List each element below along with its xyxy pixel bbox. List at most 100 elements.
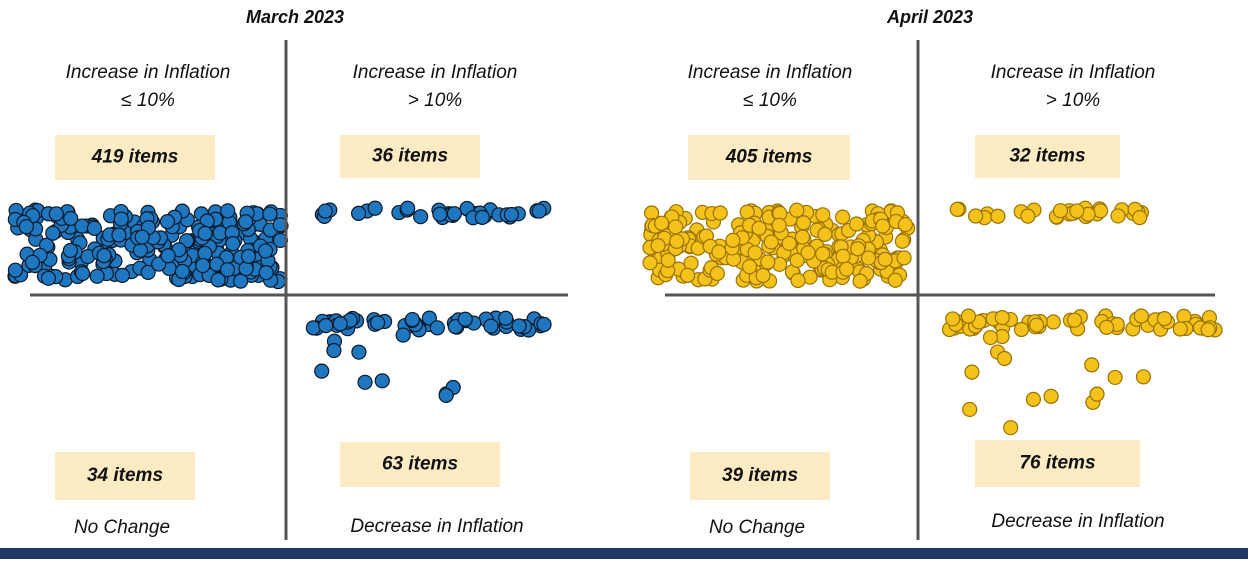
item-dot	[642, 255, 658, 271]
item-dot	[220, 203, 236, 219]
count-box	[975, 135, 1120, 178]
quadrant-label: Increase in Inflation	[688, 62, 853, 83]
item-dot	[140, 264, 156, 281]
item-dot	[747, 245, 763, 261]
item-dot	[503, 206, 519, 223]
item-dot	[1156, 310, 1173, 327]
count-label: 419 items	[91, 147, 179, 168]
item-dot	[332, 316, 348, 332]
quadrant-label: ≤ 10%	[121, 90, 175, 111]
item-dot	[75, 265, 91, 282]
item-dot	[894, 233, 911, 249]
item-dot	[795, 215, 812, 231]
count-box	[340, 135, 480, 178]
item-dot	[850, 241, 866, 257]
item-dot	[763, 234, 779, 250]
count-label: 36 items	[372, 146, 448, 167]
item-dot	[968, 208, 984, 224]
item-dot	[1110, 208, 1126, 224]
item-dot	[351, 344, 367, 360]
item-dot	[852, 273, 868, 289]
item-dot	[429, 320, 445, 336]
item-dot	[755, 267, 771, 284]
item-dot	[326, 342, 342, 359]
item-dot	[318, 318, 334, 334]
item-dot	[421, 310, 437, 326]
item-dot	[413, 209, 429, 225]
item-dot	[877, 251, 893, 268]
item-dot	[712, 205, 728, 221]
item-dot	[835, 248, 851, 264]
item-dot	[1066, 312, 1083, 328]
item-dot	[1052, 203, 1069, 219]
item-dot	[725, 232, 741, 248]
item-dot	[45, 225, 61, 241]
quadrant-label: Increase in Inflation	[991, 62, 1156, 83]
item-dot	[817, 226, 833, 242]
item-dot	[815, 246, 831, 262]
item-dot	[990, 208, 1006, 224]
item-dot	[789, 252, 805, 268]
item-dot	[1013, 321, 1030, 338]
item-dot	[679, 267, 696, 283]
item-dot	[711, 244, 727, 260]
quadrant-label: No Change	[74, 517, 170, 538]
item-dot	[771, 217, 787, 233]
item-dot	[18, 219, 34, 235]
item-dot	[240, 248, 257, 264]
item-dot	[395, 327, 411, 343]
item-dot	[96, 248, 112, 264]
item-dot	[1098, 319, 1115, 335]
item-dot	[238, 214, 254, 230]
item-dot	[1107, 369, 1123, 386]
item-dot	[262, 206, 278, 222]
item-dot	[351, 205, 367, 221]
item-dot	[531, 203, 547, 219]
item-dot	[669, 233, 685, 249]
count-box	[975, 440, 1140, 487]
item-dot	[875, 218, 891, 234]
item-dot	[860, 250, 877, 266]
item-dot	[709, 265, 725, 282]
item-dot	[511, 318, 527, 334]
item-dot	[62, 242, 78, 259]
item-dot	[369, 315, 386, 331]
item-dot	[1025, 391, 1042, 408]
item-dot	[835, 209, 851, 225]
panel-title: April 2023	[886, 7, 973, 27]
item-dot	[48, 206, 64, 222]
count-label: 76 items	[1019, 453, 1095, 474]
count-box	[688, 135, 850, 180]
item-dot	[815, 207, 831, 223]
item-dot	[132, 242, 149, 258]
item-dot	[197, 225, 213, 241]
item-dot	[357, 374, 373, 390]
item-dot	[111, 227, 127, 243]
item-dot	[790, 272, 806, 289]
item-dot	[151, 256, 167, 272]
item-dot	[1045, 314, 1061, 330]
quadrant-label: Increase in Inflation	[66, 62, 231, 83]
item-dot	[89, 268, 105, 284]
count-box	[55, 135, 215, 180]
item-dot	[219, 262, 236, 278]
item-dot	[781, 235, 797, 252]
item-dot	[233, 273, 249, 289]
item-dot	[1043, 388, 1059, 404]
item-dot	[660, 252, 676, 268]
item-dot	[1172, 321, 1188, 337]
quadrant-label: Increase in Inflation	[353, 62, 518, 83]
quadrant-label: No Change	[709, 517, 805, 538]
quadrant-label: ≤ 10%	[743, 90, 797, 111]
item-dot	[848, 216, 865, 232]
footer-bar	[0, 548, 1248, 559]
item-dot	[1093, 203, 1109, 219]
item-dot	[1003, 420, 1019, 436]
item-dot	[24, 254, 41, 270]
item-dot	[210, 272, 226, 288]
item-dot	[446, 206, 462, 222]
count-label: 63 items	[382, 454, 458, 475]
item-dot	[1028, 317, 1045, 333]
item-dot	[964, 364, 980, 380]
